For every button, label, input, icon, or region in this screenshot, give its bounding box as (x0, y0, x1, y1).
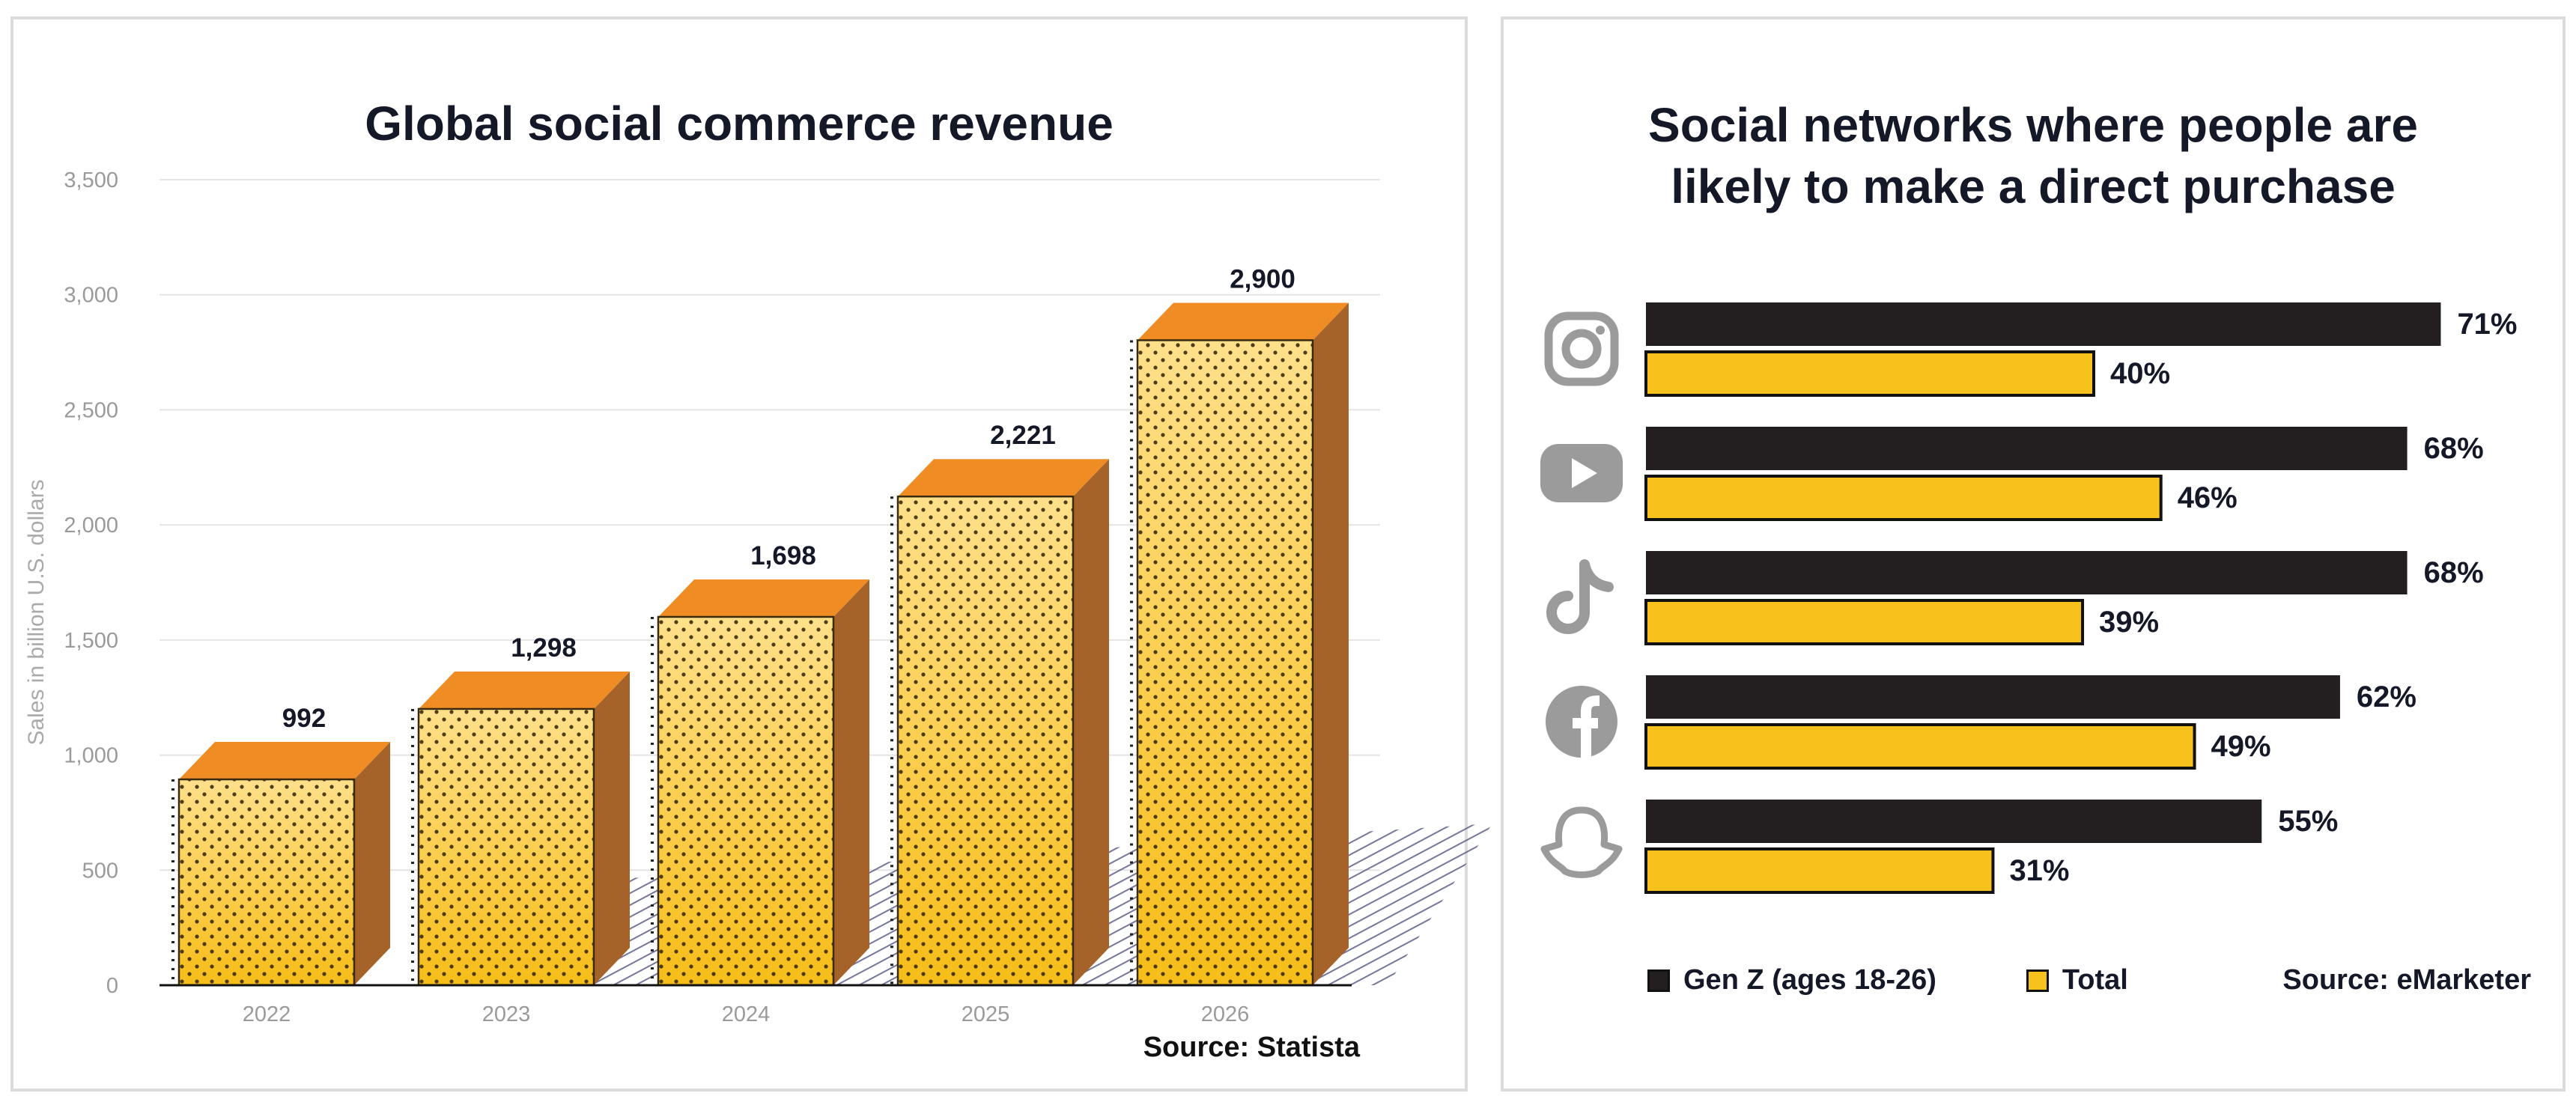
legend-swatch-genz (1647, 969, 1670, 992)
x-tick-label: 2025 (962, 1002, 1010, 1026)
legend-swatch-total (2026, 969, 2049, 992)
bar-value-label: 2,221 (990, 421, 1056, 450)
bar-top-face (898, 459, 1109, 497)
total-value-label: 49% (2211, 730, 2271, 763)
tiktok-icon (1546, 559, 1614, 634)
x-tick-label: 2023 (482, 1002, 531, 1026)
network-row-tiktok: 68% 39% (1546, 551, 2484, 645)
legend-item-total: Total (2026, 964, 2128, 996)
bar-top-face (179, 742, 390, 780)
genz-value-label: 71% (2457, 308, 2517, 341)
genz-value-label: 62% (2357, 681, 2416, 713)
bar-value-label: 992 (282, 704, 326, 733)
revenue-chart-title: Global social commerce revenue (365, 97, 1114, 150)
bar-top-face (419, 671, 630, 709)
youtube-icon (1540, 444, 1623, 502)
bar-top-face (658, 579, 869, 617)
y-tick-label: 1,500 (64, 629, 118, 653)
bar-side-face (594, 671, 630, 985)
legend-label-total: Total (2062, 964, 2128, 996)
bar-2023 (411, 671, 630, 987)
x-tick-label: 2022 (243, 1002, 291, 1026)
total-value-label: 40% (2110, 357, 2170, 390)
bar-dot-texture (898, 496, 1073, 985)
revenue-chart-panel: Global social commerce revenue 0 500 1,000… (10, 16, 1492, 1092)
revenue-chart-source: Source: Statista (1143, 1032, 1360, 1063)
purchase-chart-source: Source: eMarketer (2282, 964, 2531, 996)
purchase-chart-title-line1: Social networks where people are (1648, 98, 2418, 152)
bar-2024 (651, 579, 869, 987)
y-tick-label: 1,000 (64, 744, 118, 768)
purchase-chart-legend: Gen Z (ages 18-26) Total Source: eMarket… (1647, 964, 2531, 996)
bar-side-face (833, 579, 869, 985)
bar-dot-texture (1137, 340, 1313, 985)
total-bar (1644, 475, 2163, 521)
purchase-chart-title: Social networks where people are likely … (1504, 94, 2563, 217)
bar-top-face (1137, 302, 1349, 341)
y-tick-label: 0 (106, 974, 118, 998)
y-axis-label: Sales in billion U.S. dollars (24, 479, 49, 745)
network-row-instagram: 71% 40% (1544, 302, 2518, 397)
bar-dot-texture (179, 779, 354, 985)
y-tick-label: 500 (82, 859, 118, 883)
bar-dot-texture (419, 708, 594, 985)
bar-value-label: 2,900 (1230, 264, 1295, 293)
x-tick-label: 2026 (1201, 1002, 1250, 1026)
genz-bar (1646, 675, 2340, 719)
total-bar (1644, 723, 2196, 770)
bar-side-face (354, 742, 390, 985)
y-tick-label: 3,000 (64, 284, 118, 308)
snapchat-icon (1540, 806, 1623, 878)
genz-bar (1646, 800, 2262, 843)
genz-value-label: 68% (2424, 556, 2484, 589)
bar-2026 (1130, 302, 1349, 987)
total-value-label: 46% (2178, 481, 2238, 514)
x-tick-label: 2024 (722, 1002, 771, 1026)
y-tick-label: 2,000 (64, 514, 118, 538)
legend-label-genz: Gen Z (ages 18-26) (1683, 964, 1936, 996)
revenue-chart-canvas: 0 500 1,000 1,500 2,000 2,500 3,000 3,500 Sales … (24, 168, 1492, 1026)
bar-side-face (1073, 459, 1109, 985)
total-value-label: 31% (2009, 854, 2069, 887)
genz-bar (1646, 427, 2408, 470)
bar-2022 (171, 742, 390, 987)
legend-item-genz: Gen Z (ages 18-26) (1647, 964, 1936, 996)
purchase-chart-panel: Social networks where people are likely … (1501, 16, 2566, 1092)
genz-value-label: 55% (2278, 805, 2338, 838)
total-bar (1644, 350, 2095, 397)
genz-value-label: 68% (2424, 432, 2484, 465)
total-value-label: 39% (2099, 606, 2159, 639)
network-row-youtube: 68% 46% (1540, 427, 2484, 521)
total-bar (1644, 847, 1995, 894)
genz-bar (1646, 302, 2441, 346)
bar-value-label: 1,298 (511, 633, 577, 663)
bar-dot-texture (658, 616, 833, 985)
facebook-icon (1546, 686, 1617, 758)
bar-side-face (1313, 302, 1349, 985)
network-row-snapchat: 55% 31% (1540, 800, 2338, 894)
y-tick-label: 2,500 (64, 398, 118, 422)
purchase-chart-title-line2: likely to make a direct purchase (1671, 159, 2396, 213)
instagram-icon (1544, 311, 1619, 386)
purchase-chart-canvas: 71% 40% 68% 46% 68% 39% 62% 49% 55% 31% (1540, 302, 2518, 894)
total-bar (1644, 599, 2085, 645)
genz-bar (1646, 551, 2408, 594)
network-row-facebook: 62% 49% (1546, 675, 2416, 770)
bar-2025 (890, 459, 1109, 987)
bar-value-label: 1,698 (750, 541, 816, 570)
y-tick-label: 3,500 (64, 168, 118, 192)
